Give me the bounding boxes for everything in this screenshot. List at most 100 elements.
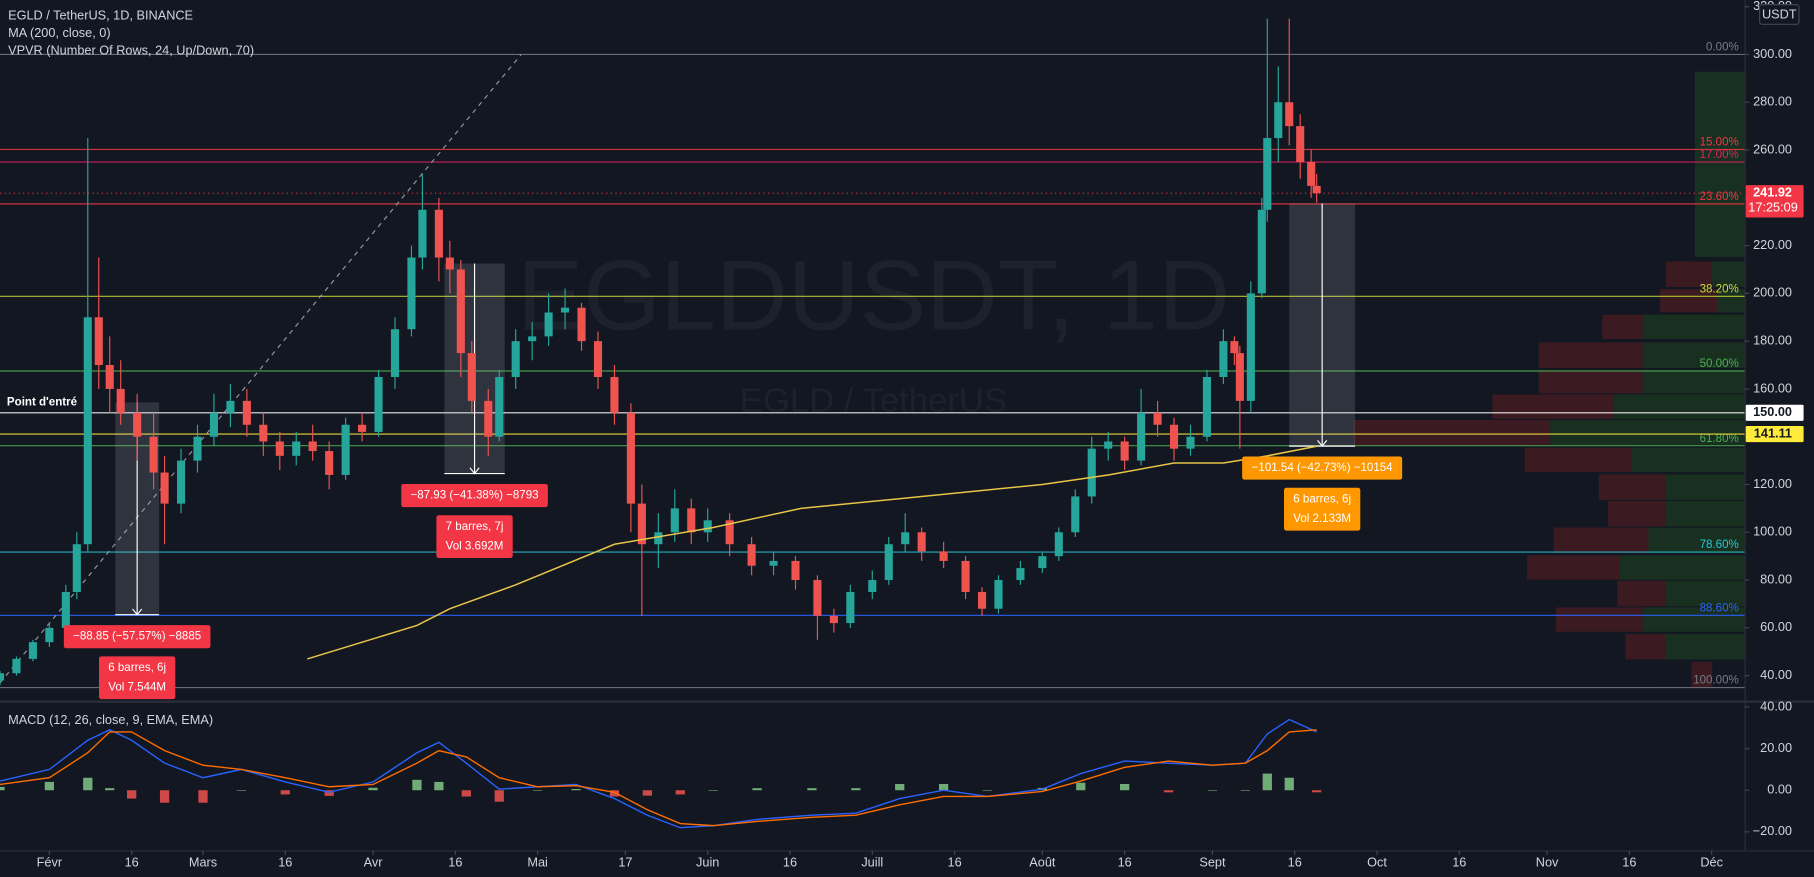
candle-body — [528, 336, 537, 342]
macd-histogram-bar — [1163, 790, 1174, 793]
macd-histogram-bar — [851, 788, 861, 791]
macd-histogram-bar — [461, 790, 471, 797]
candle-body — [747, 544, 756, 566]
macd-histogram-bar — [280, 790, 290, 795]
macd-histogram-bar — [752, 788, 762, 791]
candle-body — [12, 658, 21, 674]
y-tick-label: 220.00 — [1753, 237, 1792, 252]
candle-body — [610, 376, 619, 413]
x-tick-label: 16 — [1622, 854, 1636, 869]
vp-row — [1608, 500, 1666, 527]
measure-label-bg — [401, 483, 548, 508]
x-tick-label: Mai — [527, 854, 547, 869]
vp-row — [1665, 580, 1745, 607]
candle-body — [511, 341, 520, 377]
price-tag-label: 150.00 — [1753, 404, 1792, 419]
macd-histogram-bar — [938, 783, 949, 791]
vp-row — [1694, 71, 1745, 257]
candle-body — [703, 520, 712, 533]
measure-text: 6 barres, 6j — [1293, 493, 1351, 505]
y-tick-label: 300.00 — [1753, 46, 1792, 61]
macd-histogram-bar — [105, 788, 115, 791]
macd-histogram-bar — [159, 790, 170, 803]
candle-body — [725, 520, 734, 545]
entry-label: Point d'entré — [7, 396, 78, 408]
y-tick-label: 160.00 — [1753, 380, 1792, 395]
y-tick-label: 260.00 — [1753, 141, 1792, 156]
x-tick-label: 16 — [448, 854, 462, 869]
macd-pane — [0, 718, 1322, 829]
candle-body — [593, 341, 603, 377]
fib-label: 23.60% — [1700, 191, 1739, 203]
vp-row — [1691, 661, 1713, 688]
candle-body — [61, 591, 70, 628]
macd-histogram-bar — [1262, 773, 1272, 791]
currency-box[interactable] — [1759, 4, 1800, 25]
symbol-title: EGLD / TetherUS, 1D, BINANCE — [8, 8, 193, 23]
macd-histogram-bar — [533, 790, 543, 791]
macd-y-tick-label: 0.00 — [1767, 782, 1792, 797]
candle-body — [193, 436, 202, 461]
candle-body — [418, 209, 427, 258]
candle-body — [72, 544, 81, 592]
candle-body — [1104, 441, 1113, 449]
macd-y-tick-label: 40.00 — [1760, 698, 1792, 713]
fib-label: 15.00% — [1700, 137, 1739, 149]
macd-histogram-bar — [982, 790, 993, 791]
volume-profile — [1353, 71, 1745, 688]
x-tick-label: 16 — [125, 854, 139, 869]
fib-label: 78.60% — [1700, 539, 1739, 551]
ma-legend: MA (200, close, 0) — [8, 25, 111, 40]
y-tick-label: 280.00 — [1753, 94, 1792, 109]
macd-y-tick-label: −20.00 — [1753, 823, 1792, 838]
fib-label: 100.00% — [1693, 675, 1739, 687]
candle-body — [654, 532, 663, 545]
x-tick-label: 17 — [618, 854, 632, 869]
moving-average — [307, 445, 1317, 660]
measure-label: −101.54 (−42.73%) −10154 — [1242, 456, 1403, 480]
fib-label: 0.00% — [1706, 42, 1739, 54]
candle-body — [687, 508, 696, 533]
vp-row — [1598, 474, 1666, 500]
measure-label: −88.85 (−57.57%) −8885 — [63, 625, 211, 649]
measure-text: −88.85 (−57.57%) −8885 — [73, 631, 201, 643]
candle-body — [1230, 341, 1239, 354]
candle-body — [445, 257, 454, 270]
vp-row — [1642, 314, 1745, 339]
currency[interactable]: USDT — [1762, 6, 1797, 21]
candle-body — [961, 560, 970, 592]
vp-row — [1665, 474, 1745, 500]
measure-text: Vol 7.544M — [108, 682, 166, 694]
macd-histogram-bar — [1240, 790, 1250, 791]
x-tick-label: 16 — [1118, 854, 1132, 869]
price-tag-label: 241.92 — [1753, 185, 1792, 200]
candle-body — [1257, 209, 1266, 294]
candle-body — [45, 627, 54, 643]
candle-body — [544, 312, 553, 337]
fib-label: 50.00% — [1700, 358, 1739, 370]
y-tick-label: 40.00 — [1760, 667, 1792, 682]
candle-body — [374, 376, 383, 432]
price-tag — [1745, 185, 1804, 218]
candle-body — [1246, 293, 1255, 401]
vp-row — [1665, 634, 1745, 660]
vpvr-legend: VPVR (Number Of Rows, 24, Up/Down, 70) — [8, 42, 254, 57]
candle-body — [626, 412, 635, 504]
candle-body — [226, 400, 235, 413]
candle-body — [884, 544, 893, 581]
axes: −88.85 (−57.57%) −8885 6 barres, 6j Vol 7.… — [37, 0, 1804, 869]
trendline — [0, 54, 522, 684]
vp-row — [1712, 261, 1745, 287]
y-tick-label: 120.00 — [1753, 476, 1792, 491]
price-tag-label: 141.11 — [1754, 425, 1792, 440]
candle-body — [495, 376, 504, 437]
candle-body — [259, 424, 268, 442]
candle-body — [939, 551, 948, 561]
fib-label: 17.00% — [1700, 149, 1739, 161]
candle-body — [901, 532, 910, 545]
watermark-sub: EGLD / TetherUS — [740, 382, 1007, 420]
candle-body — [846, 591, 855, 624]
candle-body — [1202, 376, 1211, 437]
